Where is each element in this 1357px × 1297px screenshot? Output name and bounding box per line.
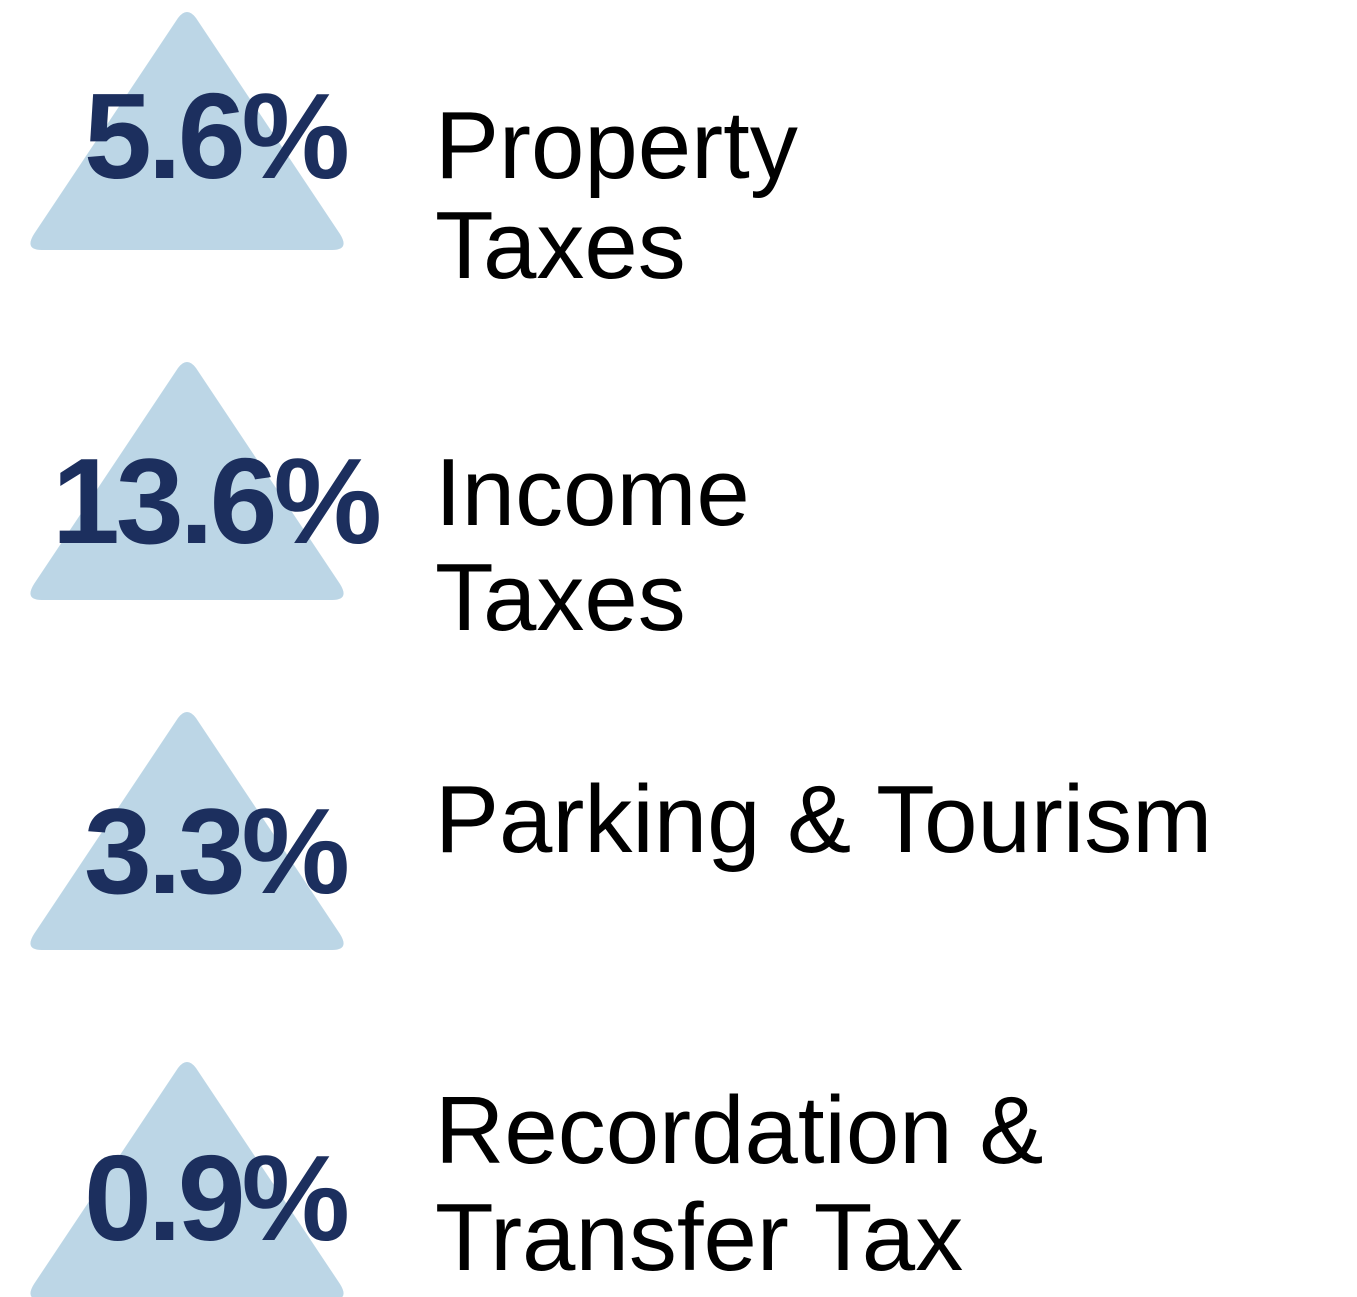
percent-value: 13.6% xyxy=(52,433,379,569)
item-label: Income xyxy=(435,439,750,546)
percent-value: 5.6% xyxy=(84,68,348,204)
item-label: Transfer Tax xyxy=(435,1184,963,1291)
triangle xyxy=(30,362,344,600)
percent-value: 0.9% xyxy=(84,1130,348,1266)
triangle xyxy=(30,712,344,950)
item-label: Property xyxy=(435,92,798,199)
item: 0.9% Recordation &Transfer Tax xyxy=(30,1062,1043,1297)
percent-value: 3.3% xyxy=(84,783,348,919)
item-label: Taxes xyxy=(435,544,686,651)
item-label: Parking & Tourism xyxy=(435,766,1212,873)
item: 3.3% Parking & Tourism xyxy=(30,712,1212,950)
item-label: Taxes xyxy=(435,192,686,299)
triangle xyxy=(30,12,344,250)
triangle xyxy=(30,1062,344,1297)
item-label: Recordation & xyxy=(435,1077,1043,1184)
